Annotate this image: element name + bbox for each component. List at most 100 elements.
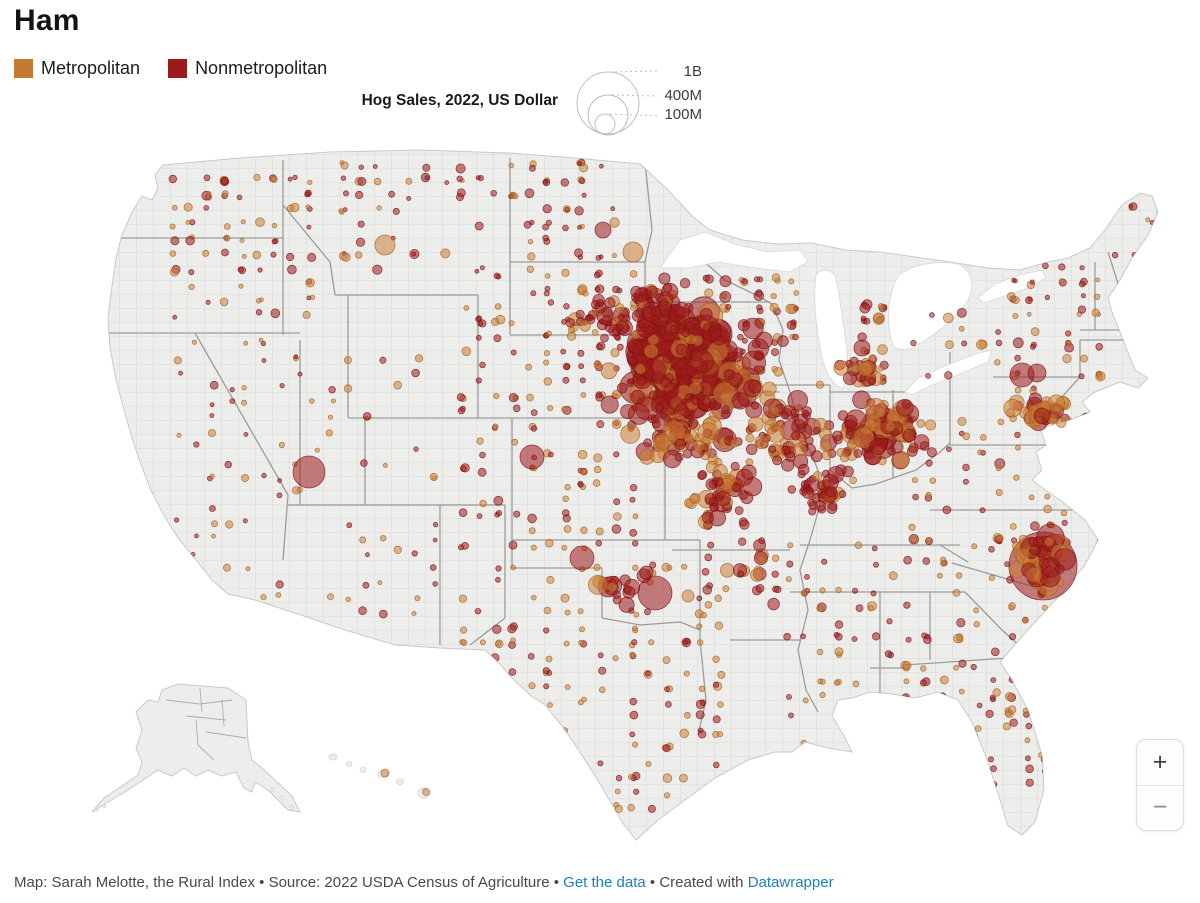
county-bubble[interactable]: [644, 344, 659, 359]
county-bubble[interactable]: [1091, 308, 1100, 317]
county-bubble[interactable]: [757, 555, 766, 564]
county-bubble[interactable]: [910, 339, 917, 347]
county-bubble[interactable]: [793, 290, 800, 296]
county-bubble[interactable]: [622, 241, 644, 263]
county-bubble[interactable]: [952, 589, 961, 597]
county-bubble[interactable]: [921, 768, 928, 775]
county-bubble[interactable]: [845, 409, 867, 431]
county-bubble[interactable]: [971, 543, 978, 550]
county-bubble[interactable]: [1013, 474, 1020, 481]
county-bubble[interactable]: [940, 750, 947, 757]
county-bubble[interactable]: [597, 760, 604, 767]
county-bubble[interactable]: [611, 389, 622, 400]
county-bubble[interactable]: [902, 661, 912, 670]
county-bubble[interactable]: [1042, 262, 1049, 270]
county-bubble[interactable]: [544, 285, 551, 292]
county-bubble[interactable]: [592, 479, 601, 487]
county-bubble[interactable]: [946, 446, 952, 453]
county-bubble[interactable]: [712, 761, 720, 769]
county-bubble[interactable]: [957, 416, 967, 426]
county-bubble[interactable]: [292, 486, 301, 495]
county-bubble[interactable]: [476, 315, 483, 322]
county-bubble[interactable]: [1055, 564, 1065, 574]
county-bubble[interactable]: [808, 507, 817, 516]
county-bubble[interactable]: [495, 640, 502, 647]
county-bubble[interactable]: [578, 481, 584, 488]
county-bubble[interactable]: [595, 527, 604, 536]
county-bubble[interactable]: [188, 283, 195, 290]
county-bubble[interactable]: [305, 204, 311, 210]
county-bubble[interactable]: [854, 541, 863, 549]
county-bubble[interactable]: [493, 334, 502, 343]
county-bubble[interactable]: [707, 541, 715, 549]
county-bubble[interactable]: [1060, 509, 1068, 517]
county-bubble[interactable]: [645, 761, 652, 768]
county-bubble[interactable]: [193, 607, 201, 616]
county-bubble[interactable]: [953, 633, 963, 644]
county-bubble[interactable]: [771, 273, 781, 282]
county-bubble[interactable]: [630, 304, 637, 311]
county-bubble[interactable]: [834, 632, 843, 641]
county-bubble[interactable]: [1014, 431, 1021, 439]
county-bubble[interactable]: [479, 639, 486, 646]
county-bubble[interactable]: [168, 174, 177, 184]
county-bubble[interactable]: [1012, 312, 1019, 319]
county-bubble[interactable]: [810, 450, 823, 463]
county-bubble[interactable]: [683, 711, 691, 719]
county-bubble[interactable]: [1095, 342, 1103, 351]
county-bubble[interactable]: [994, 359, 1001, 366]
county-bubble[interactable]: [877, 302, 885, 310]
county-bubble[interactable]: [514, 787, 521, 794]
county-bubble[interactable]: [528, 682, 536, 690]
county-bubble[interactable]: [629, 651, 636, 658]
county-bubble[interactable]: [604, 297, 616, 309]
county-bubble[interactable]: [1129, 312, 1135, 318]
county-bubble[interactable]: [996, 534, 1004, 542]
county-bubble[interactable]: [306, 295, 312, 301]
county-bubble[interactable]: [595, 284, 605, 294]
county-bubble[interactable]: [530, 290, 537, 297]
county-bubble[interactable]: [1146, 292, 1152, 299]
county-bubble[interactable]: [717, 701, 724, 708]
county-bubble[interactable]: [786, 560, 794, 568]
county-bubble[interactable]: [393, 545, 402, 555]
county-bubble[interactable]: [493, 392, 500, 400]
county-bubble[interactable]: [648, 639, 655, 646]
county-bubble[interactable]: [302, 310, 311, 319]
county-bubble[interactable]: [600, 395, 619, 414]
county-bubble[interactable]: [722, 585, 730, 593]
county-bubble[interactable]: [578, 177, 586, 184]
county-bubble[interactable]: [650, 447, 666, 464]
county-bubble[interactable]: [325, 429, 333, 437]
county-bubble[interactable]: [828, 501, 838, 511]
county-bubble[interactable]: [1099, 389, 1107, 397]
county-bubble[interactable]: [432, 521, 439, 528]
county-bubble[interactable]: [530, 409, 538, 417]
county-bubble[interactable]: [272, 238, 279, 245]
county-bubble[interactable]: [734, 506, 744, 515]
county-bubble[interactable]: [645, 285, 659, 299]
county-bubble[interactable]: [903, 678, 910, 685]
county-bubble[interactable]: [456, 175, 463, 182]
county-bubble[interactable]: [1080, 293, 1086, 299]
county-bubble[interactable]: [1008, 633, 1017, 641]
county-bubble[interactable]: [741, 464, 757, 480]
county-bubble[interactable]: [297, 371, 303, 377]
county-bubble[interactable]: [988, 574, 995, 582]
county-bubble[interactable]: [629, 697, 638, 706]
county-bubble[interactable]: [511, 716, 518, 723]
county-bubble[interactable]: [925, 491, 932, 499]
county-bubble[interactable]: [378, 609, 388, 619]
county-bubble[interactable]: [1030, 343, 1036, 350]
county-bubble[interactable]: [593, 465, 602, 474]
county-bubble[interactable]: [543, 290, 550, 297]
county-bubble[interactable]: [495, 787, 502, 794]
county-bubble[interactable]: [189, 219, 196, 226]
county-bubble[interactable]: [666, 564, 673, 571]
county-bubble[interactable]: [725, 303, 732, 310]
county-bubble[interactable]: [362, 581, 370, 589]
county-bubble[interactable]: [459, 710, 469, 720]
county-bubble[interactable]: [644, 608, 652, 616]
county-bubble[interactable]: [544, 273, 551, 279]
county-bubble[interactable]: [203, 174, 211, 182]
